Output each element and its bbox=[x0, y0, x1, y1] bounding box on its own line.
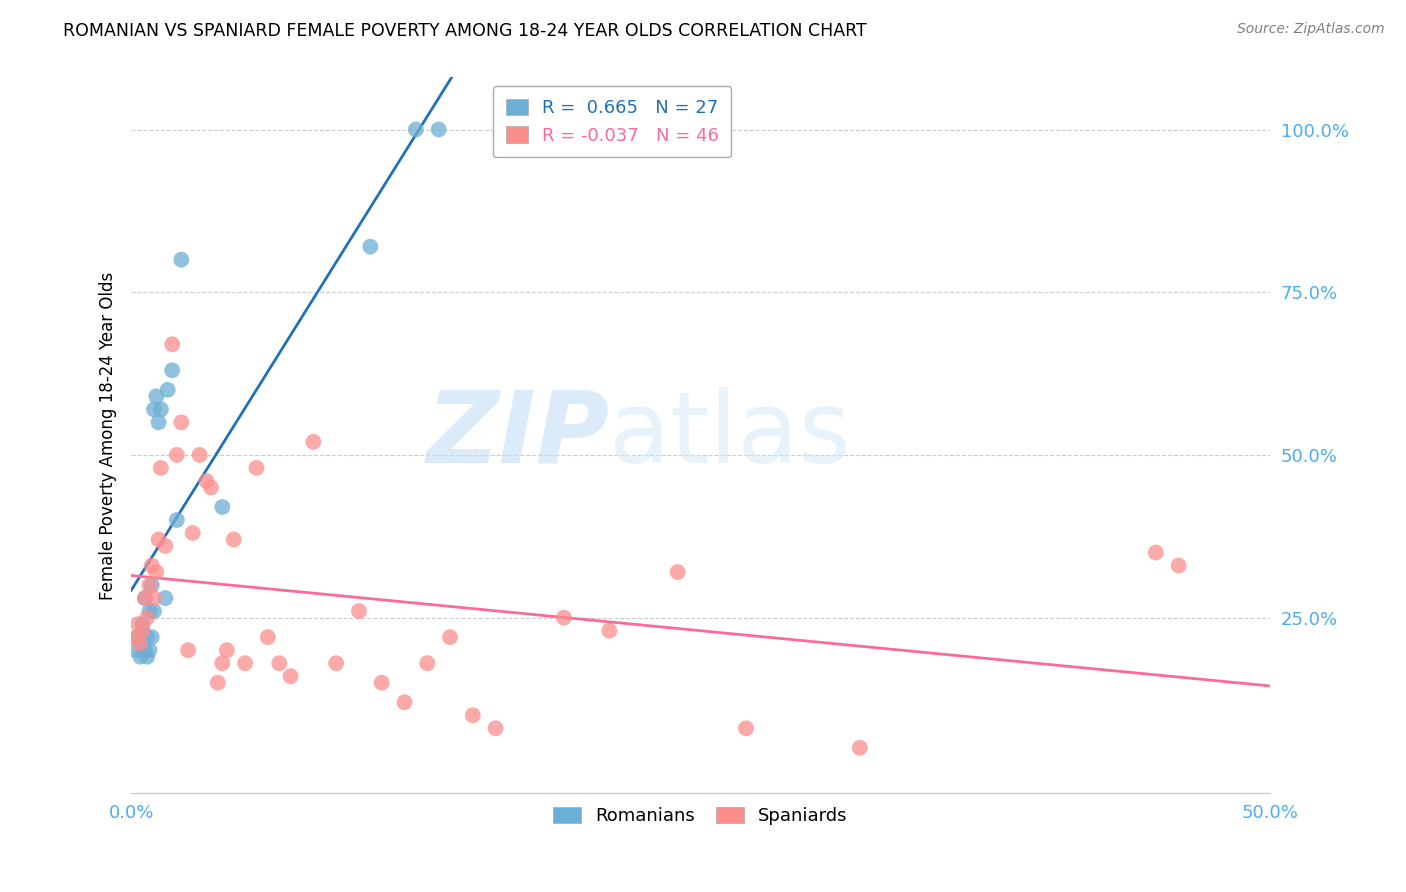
Point bbox=[416, 656, 439, 670]
Point bbox=[136, 630, 159, 644]
Point bbox=[125, 630, 148, 644]
Point bbox=[141, 578, 163, 592]
Point bbox=[170, 252, 193, 267]
Point bbox=[427, 122, 450, 136]
Point bbox=[195, 474, 218, 488]
Point bbox=[405, 122, 427, 136]
Point bbox=[598, 624, 620, 638]
Point bbox=[134, 591, 156, 606]
Point bbox=[145, 389, 167, 403]
Point bbox=[141, 558, 163, 573]
Point bbox=[170, 416, 193, 430]
Point bbox=[211, 656, 233, 670]
Y-axis label: Female Poverty Among 18-24 Year Olds: Female Poverty Among 18-24 Year Olds bbox=[100, 271, 117, 599]
Point bbox=[1144, 545, 1167, 559]
Point bbox=[125, 643, 148, 657]
Point bbox=[134, 643, 156, 657]
Point bbox=[145, 565, 167, 579]
Point bbox=[280, 669, 302, 683]
Point bbox=[166, 448, 188, 462]
Point bbox=[484, 721, 506, 735]
Point bbox=[215, 643, 238, 657]
Point bbox=[666, 565, 689, 579]
Point bbox=[148, 416, 170, 430]
Point bbox=[127, 617, 149, 632]
Point bbox=[143, 402, 166, 417]
Point bbox=[156, 383, 179, 397]
Point bbox=[129, 637, 152, 651]
Point bbox=[1167, 558, 1189, 573]
Point bbox=[257, 630, 280, 644]
Point bbox=[735, 721, 758, 735]
Point bbox=[131, 637, 153, 651]
Point bbox=[200, 480, 222, 494]
Point bbox=[302, 434, 325, 449]
Point bbox=[149, 461, 172, 475]
Point bbox=[136, 649, 159, 664]
Point bbox=[138, 578, 160, 592]
Text: Source: ZipAtlas.com: Source: ZipAtlas.com bbox=[1237, 22, 1385, 37]
Point bbox=[245, 461, 267, 475]
Point bbox=[181, 526, 204, 541]
Point bbox=[138, 604, 160, 618]
Text: ROMANIAN VS SPANIARD FEMALE POVERTY AMONG 18-24 YEAR OLDS CORRELATION CHART: ROMANIAN VS SPANIARD FEMALE POVERTY AMON… bbox=[63, 22, 868, 40]
Point bbox=[849, 740, 872, 755]
Point bbox=[177, 643, 200, 657]
Point bbox=[134, 591, 156, 606]
Point bbox=[131, 617, 153, 632]
Point bbox=[370, 675, 392, 690]
Point bbox=[131, 624, 153, 638]
Point bbox=[138, 643, 160, 657]
Legend: Romanians, Spaniards: Romanians, Spaniards bbox=[544, 798, 856, 834]
Point bbox=[347, 604, 370, 618]
Point bbox=[143, 591, 166, 606]
Point bbox=[553, 610, 575, 624]
Point bbox=[149, 402, 172, 417]
Point bbox=[143, 604, 166, 618]
Point bbox=[160, 337, 183, 351]
Point bbox=[129, 649, 152, 664]
Point bbox=[439, 630, 461, 644]
Point bbox=[160, 363, 183, 377]
Point bbox=[166, 513, 188, 527]
Text: atlas: atlas bbox=[609, 387, 851, 483]
Point bbox=[141, 630, 163, 644]
Point bbox=[269, 656, 291, 670]
Point bbox=[394, 695, 416, 709]
Point bbox=[127, 630, 149, 644]
Point bbox=[233, 656, 256, 670]
Text: ZIP: ZIP bbox=[426, 387, 609, 483]
Point bbox=[148, 533, 170, 547]
Point bbox=[155, 591, 177, 606]
Point bbox=[359, 240, 381, 254]
Point bbox=[222, 533, 245, 547]
Point bbox=[461, 708, 484, 723]
Point bbox=[136, 610, 159, 624]
Point bbox=[211, 500, 233, 514]
Point bbox=[207, 675, 229, 690]
Point bbox=[325, 656, 347, 670]
Point bbox=[188, 448, 211, 462]
Point bbox=[155, 539, 177, 553]
